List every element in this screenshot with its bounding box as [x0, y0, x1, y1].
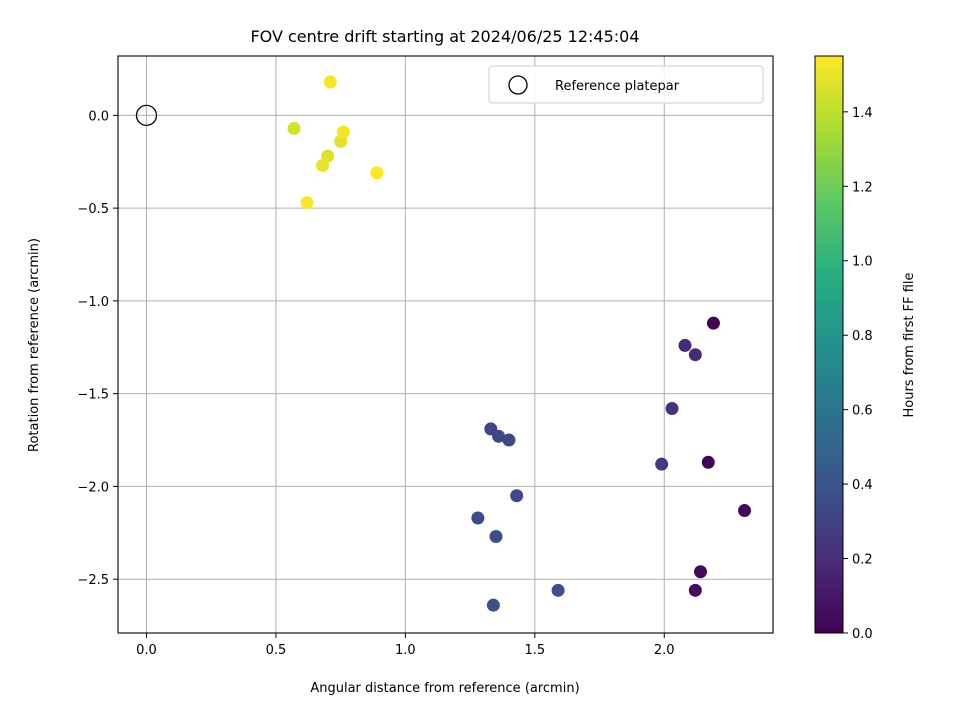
colorbar-ticks: 0.0 0.2 0.4 0.6 0.8 1.0 1.2 1.4	[843, 106, 873, 642]
x-tick-label: 1.0	[395, 643, 416, 658]
colorbar-label: Hours from first FF file	[902, 272, 917, 417]
colorbar-tick-label: 0.0	[852, 627, 873, 642]
x-tick-label: 0.0	[136, 643, 157, 658]
colorbar-tick-label: 1.4	[852, 106, 873, 121]
data-point	[701, 455, 715, 469]
reference-marker	[135, 104, 158, 127]
data-point	[510, 489, 524, 503]
data-points	[287, 75, 752, 612]
data-point	[316, 158, 330, 172]
data-point	[471, 511, 485, 525]
x-axis-ticks: 0.0 0.5 1.0 1.5 2.0	[136, 633, 675, 658]
data-point	[336, 125, 350, 139]
x-axis-label: Angular distance from reference (arcmin)	[310, 681, 579, 696]
data-point	[678, 338, 692, 352]
x-tick-label: 0.5	[266, 643, 287, 658]
y-tick-label: −2.0	[77, 480, 109, 495]
colorbar-tick-label: 0.4	[852, 478, 873, 493]
data-point	[706, 316, 720, 330]
data-point	[492, 429, 506, 443]
legend-entry-reference: Reference platepar	[555, 79, 680, 94]
colorbar-tick-label: 0.6	[852, 404, 873, 419]
y-axis-ticks: 0.0 −0.5 −1.0 −1.5 −2.0 −2.5	[77, 109, 118, 588]
legend: Reference platepar	[488, 65, 764, 104]
colorbar-tick-label: 1.2	[852, 180, 873, 195]
data-point	[486, 598, 500, 612]
data-point	[688, 583, 702, 597]
y-tick-label: −2.5	[77, 573, 109, 588]
data-point	[551, 583, 565, 597]
data-point	[694, 565, 708, 579]
plot-frame	[117, 55, 774, 634]
grid	[118, 56, 773, 633]
y-tick-label: −1.5	[77, 388, 109, 403]
data-point	[655, 457, 669, 471]
y-axis-label: Rotation from reference (arcmin)	[27, 238, 42, 452]
data-point	[370, 166, 384, 180]
colorbar-tick-label: 0.8	[852, 329, 873, 344]
data-point	[665, 402, 679, 416]
x-tick-label: 2.0	[654, 643, 675, 658]
reference-marker-group	[135, 104, 158, 127]
data-point	[287, 121, 301, 135]
data-point	[300, 196, 314, 210]
data-point	[738, 504, 752, 518]
x-tick-label: 1.5	[524, 643, 545, 658]
chart-title: FOV centre drift starting at 2024/06/25 …	[250, 27, 639, 46]
colorbar: 0.0 0.2 0.4 0.6 0.8 1.0 1.2 1.4 Hours from firs…	[814, 55, 917, 642]
data-point	[502, 433, 516, 447]
data-point	[688, 348, 702, 362]
y-tick-label: −0.5	[77, 202, 109, 217]
legend-box	[488, 65, 764, 104]
colorbar-tick-label: 0.2	[852, 553, 873, 568]
y-tick-label: −1.0	[77, 295, 109, 310]
data-point	[323, 75, 337, 89]
y-tick-label: 0.0	[88, 109, 109, 124]
colorbar-gradient	[814, 55, 844, 634]
colorbar-tick-label: 1.0	[852, 255, 873, 270]
data-point	[489, 530, 503, 544]
legend-reference-marker	[508, 75, 528, 95]
